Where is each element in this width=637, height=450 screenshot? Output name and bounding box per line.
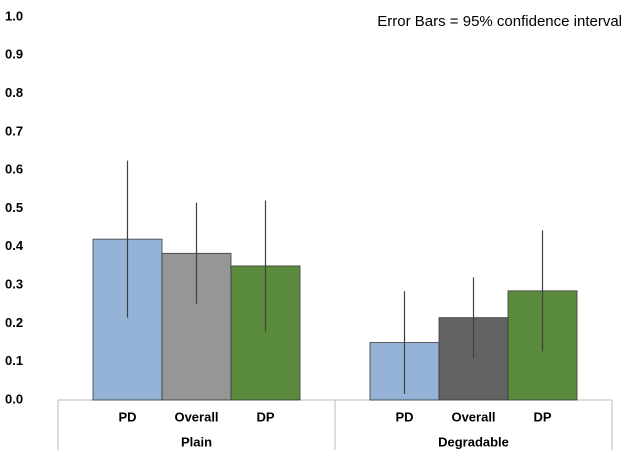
y-tick-label: 0.4	[5, 238, 24, 253]
x-tick-label: PD	[118, 409, 136, 424]
x-tick-label: Overall	[451, 409, 495, 424]
y-tick-label: 0.8	[5, 85, 23, 100]
bar	[161, 252, 232, 401]
y-tick-label: 0.1	[5, 353, 23, 368]
y-tick-label: 0.0	[5, 391, 23, 406]
annotation: Error Bars = 95% confidence interval	[377, 13, 622, 30]
y-tick-label: 1.0	[5, 8, 23, 23]
x-tick-label: DP	[533, 409, 551, 424]
y-tick-label: 0.3	[5, 277, 23, 292]
y-tick-label: 0.2	[5, 315, 23, 330]
x-tick-label: Overall	[174, 409, 218, 424]
y-tick-label: 0.5	[5, 200, 23, 215]
x-tick-label: PD	[395, 409, 413, 424]
y-tick-label: 0.6	[5, 162, 23, 177]
group-label: Degradable	[438, 434, 509, 449]
group-label: Plain	[181, 434, 212, 449]
y-tick-label: 0.9	[5, 47, 23, 62]
y-tick-label: 0.7	[5, 123, 23, 138]
x-tick-label: DP	[256, 409, 274, 424]
